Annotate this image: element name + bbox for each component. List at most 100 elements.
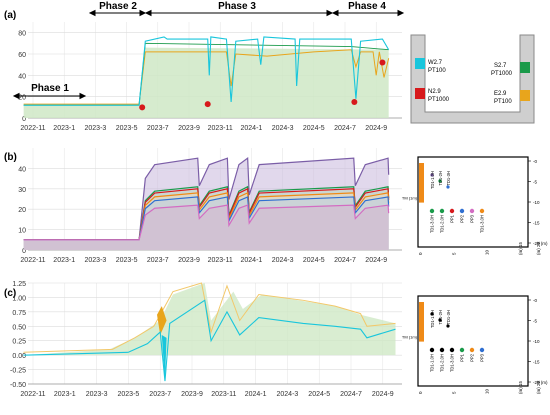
panel-a-legend: W2.7 PT100 N2.9 PT1000 S2.7 PT1000 E2.9 …	[410, 34, 535, 124]
panel-a-plot	[23, 36, 390, 118]
b-x-tick-label: 2023-9	[178, 257, 200, 264]
legend-n-sub: PT1000	[428, 97, 450, 103]
legend-well-frame	[410, 34, 535, 124]
a-x-tick-label: 2023-7	[147, 125, 169, 132]
legend-w-sub: PT100	[428, 68, 446, 74]
diagram-probe-label: TD1-1.0H	[430, 310, 435, 328]
series-n29-point	[379, 59, 386, 66]
panel-b-plot	[23, 157, 390, 250]
phase1-arrow-head-left	[12, 92, 20, 100]
series-n29-point	[204, 101, 211, 108]
panel-c-diagram: -0 -5 -10 -15 -20 (m)(m) 2E 0 5 10 (m) 15 TM (1m)…	[402, 295, 548, 395]
panel-c-plot	[23, 282, 396, 382]
diagram-bottom-label: 5	[451, 252, 456, 255]
series-n29-point	[351, 99, 358, 105]
diagram-point	[449, 208, 455, 214]
diagram-point	[429, 347, 435, 353]
diagram-point-label: PP3	[470, 214, 475, 223]
diagram-probe-label: TD1-2H	[438, 310, 443, 325]
diagram-point	[439, 208, 445, 214]
diagram-bottom-label: (m) 15	[518, 381, 523, 394]
phase-arrows	[12, 9, 405, 100]
diagram-probe-dot	[430, 173, 434, 177]
a-y-tick-label: 80	[18, 31, 26, 38]
c-y-tick-label: 0.50	[12, 324, 26, 331]
c-y-tick-label: -0.25	[10, 368, 26, 375]
diagram-point-label: TD1-3.0H	[480, 215, 485, 233]
diagram-probe-label: TD1-2H	[438, 171, 443, 186]
panel-c-x-ticks: 2022-11 2023-1 2023-3 2023-5 2023-7 2023-9 202…	[20, 391, 393, 398]
diagram-point-label: PP1	[460, 353, 465, 362]
diagram-bottom-label: 10	[485, 388, 490, 394]
diagram-scale-label: -15	[533, 360, 540, 365]
legend-e-label: E2.9	[494, 91, 507, 97]
c-y-tick-label: 0.00	[12, 353, 26, 360]
panel-b-label: (b)	[4, 152, 17, 163]
phase2-label: Phase 2	[99, 1, 137, 12]
diagram-frame	[417, 156, 529, 248]
diagram-point	[449, 347, 455, 353]
b-y-tick-label: 10	[18, 228, 26, 235]
diagram-probe-dot	[446, 185, 450, 189]
legend-n-label: N2.9	[428, 89, 441, 95]
diagram-scale-label: -20 (m)	[533, 241, 548, 246]
diagram-left-label: TM (1m)	[402, 195, 418, 200]
diagram-bottom-label: (m) 15	[518, 242, 523, 255]
panel-a-label: (a)	[4, 10, 16, 21]
b-x-tick-label: 2024-9	[365, 257, 387, 264]
a-x-tick-label: 2023-5	[116, 125, 138, 132]
a-x-tick-label: 2023-3	[85, 125, 107, 132]
diagram-probe-dot	[446, 324, 450, 328]
panel-b-line-PP3	[23, 204, 390, 241]
panel-c-label: (c)	[4, 288, 16, 299]
panel-c-cyan-spike	[161, 334, 167, 382]
c-x-tick-label: 2023-9	[181, 391, 203, 398]
c-x-tick-label: 2024-1	[245, 391, 267, 398]
diagram-point	[479, 208, 485, 214]
phase1-label: Phase 1	[31, 83, 69, 94]
c-x-tick-label: 2024-7	[340, 391, 362, 398]
diagram-scale-label: -0	[533, 298, 537, 303]
diagram-scale-label: -15	[533, 221, 540, 226]
b-y-tick-label: 0	[22, 248, 26, 255]
panel-b-line-PP2	[23, 196, 390, 241]
c-x-tick-label: 2024-9	[372, 391, 394, 398]
diagram-probe-label: TD1-3H	[446, 310, 451, 325]
c-x-tick-label: 2023-1	[54, 391, 76, 398]
legend-swatch-e	[520, 90, 530, 101]
b-x-tick-label: 2023-1	[53, 257, 75, 264]
phase3-arrow-head-right	[326, 9, 334, 17]
phase3-label: Phase 3	[218, 1, 256, 12]
panel-a-x-ticks: 2022-11 2023-1 2023-3 2023-5 2023-7 2023-9 202…	[20, 125, 387, 132]
diagram-bottom-label: 0	[418, 391, 423, 394]
a-x-tick-label: 2024-3	[272, 125, 294, 132]
c-y-tick-label: -0.50	[10, 382, 26, 389]
c-y-tick-label: 0.75	[12, 310, 26, 317]
legend-swatch-n	[415, 88, 425, 99]
b-x-tick-label: 2023-5	[116, 257, 138, 264]
legend-e-sub: PT100	[494, 99, 512, 105]
diagram-pipe	[419, 163, 424, 203]
c-y-tick-label: 1.00	[12, 295, 26, 302]
diagram-point-label: PP2	[460, 214, 465, 223]
diagram-point	[459, 347, 465, 353]
diagram-left-label: TM (1m)	[402, 334, 418, 339]
diagram-point-label: TD1-2.0H	[440, 215, 445, 233]
c-y-tick-label: 0.25	[12, 339, 26, 346]
c-x-tick-label: 2022-11	[20, 391, 45, 398]
panel-c-gold-line	[23, 282, 396, 353]
series-w27-line	[23, 36, 390, 106]
panel-c-area-fill	[23, 283, 396, 356]
diagram-point	[469, 347, 475, 353]
phase2-arrow-head-left	[88, 9, 96, 17]
b-y-tick-label: 40	[18, 166, 26, 173]
panel-c: (c) -0.50 -0.25 0.00 0.25 0.50 0.75 1.00 1.25 2…	[4, 281, 548, 398]
b-x-tick-label: 2023-7	[147, 257, 169, 264]
b-x-tick-label: 2024-3	[272, 257, 294, 264]
panel-c-y-ticks: -0.50 -0.25 0.00 0.25 0.50 0.75 1.00 1.25	[10, 281, 26, 389]
diagram-axis-unit: (m) 2E	[536, 381, 541, 395]
diagram-point-label: TD1-2.0H	[440, 354, 445, 372]
diagram-point	[479, 347, 485, 353]
diagram-pipe	[419, 302, 424, 342]
panel-b-y-ticks: 0 10 20 30 40	[18, 166, 26, 255]
